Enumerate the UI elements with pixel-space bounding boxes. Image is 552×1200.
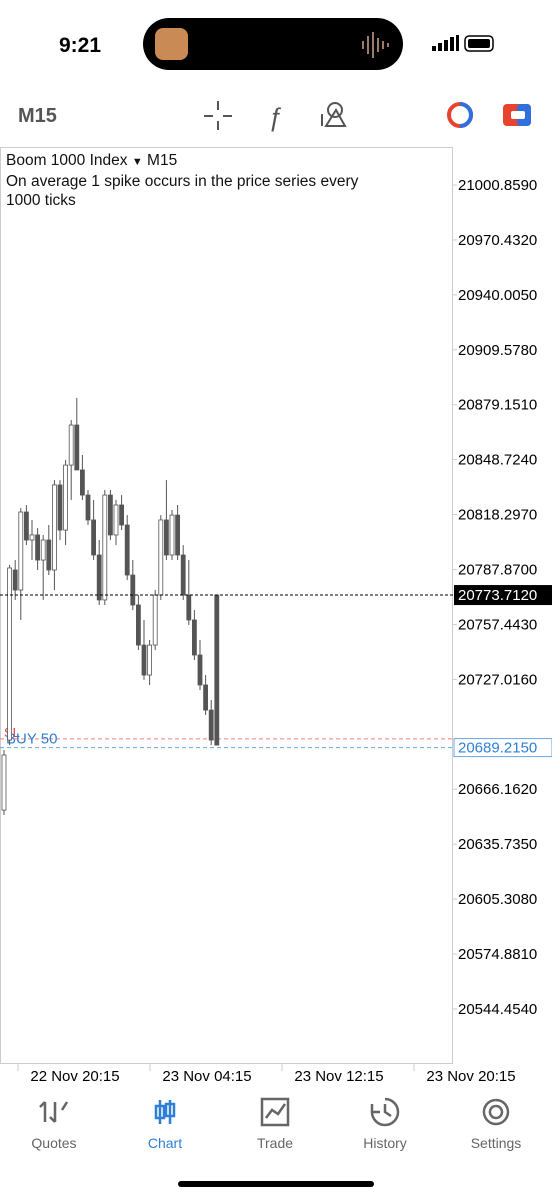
- candle-body: [35, 534, 40, 561]
- y-tick-label: 20848.7240: [458, 452, 537, 469]
- y-tick-label: 20909.5780: [458, 342, 537, 359]
- candle-body: [197, 654, 203, 686]
- candle-body: [63, 464, 68, 531]
- trade-toggle[interactable]: [447, 102, 473, 128]
- y-tick-label: 20787.8700: [458, 561, 537, 578]
- candle-body: [68, 424, 74, 466]
- position-price: 20689.2150: [458, 740, 537, 757]
- y-tick-label: 20574.8810: [458, 946, 537, 963]
- candle-body: [108, 494, 113, 536]
- candle-body: [208, 709, 214, 741]
- candle-body: [163, 519, 169, 556]
- candle-body: [52, 484, 57, 571]
- candle-body: [29, 534, 35, 541]
- battery: [464, 35, 494, 52]
- tab-label[interactable]: Trade: [257, 1135, 293, 1151]
- y-tick-label: 20940.0050: [458, 287, 537, 304]
- candle-body: [7, 567, 12, 741]
- signal-icon: [432, 35, 459, 51]
- candle-body: [147, 644, 153, 676]
- indicators-button[interactable]: ƒ: [268, 102, 282, 132]
- status-time: 9:21: [59, 34, 101, 57]
- symbol-dropdown[interactable]: ▼: [131, 156, 143, 168]
- one-click-trade[interactable]: [503, 104, 531, 126]
- candle-body: [130, 574, 136, 606]
- current-price: 20773.7120: [458, 587, 537, 604]
- timeframe-button[interactable]: M15: [18, 105, 57, 127]
- candle-body: [46, 539, 52, 571]
- y-tick-label: 20605.3080: [458, 891, 537, 908]
- candle-body: [57, 484, 63, 531]
- candle-body: [141, 644, 147, 676]
- tab-icon[interactable]: [39, 1101, 69, 1123]
- candle-body: [158, 519, 164, 596]
- current-price-box: [454, 585, 552, 606]
- candle-body: [191, 619, 197, 656]
- candle-body: [169, 514, 175, 556]
- position-price-box: [453, 738, 552, 758]
- chart-timeframe: M15: [147, 152, 178, 169]
- x-tick-label: 23 Nov 12:15: [294, 1068, 383, 1085]
- x-tick-label: 23 Nov 04:15: [162, 1068, 251, 1085]
- symbol: Boom 1000 Index: [6, 152, 128, 169]
- candle-body: [40, 539, 46, 561]
- candle-body: [175, 514, 181, 556]
- x-tick-label: 22 Nov 20:15: [30, 1068, 119, 1085]
- tab-icon[interactable]: [482, 1098, 510, 1126]
- candle-body: [96, 554, 102, 601]
- y-tick-label: 20544.4540: [458, 1001, 537, 1018]
- candle-body: [214, 594, 220, 746]
- candle-body: [23, 511, 29, 541]
- tab-label[interactable]: History: [363, 1135, 407, 1151]
- tab-icon[interactable]: [154, 1100, 176, 1124]
- tab-icon[interactable]: [260, 1097, 290, 1127]
- candle-body: [12, 569, 18, 591]
- y-tick-label: 20879.1510: [458, 397, 537, 414]
- now-playing-art: [155, 28, 188, 60]
- tab-icon[interactable]: [370, 1097, 400, 1127]
- candle-body: [74, 424, 80, 471]
- x-tick-label: 23 Nov 20:15: [426, 1068, 515, 1085]
- candle-body: [135, 604, 141, 646]
- candle-body: [180, 554, 186, 596]
- candle-body: [102, 494, 108, 601]
- home-indicator: [178, 1181, 374, 1187]
- candle-body: [186, 594, 192, 621]
- candle-body: [1, 754, 7, 811]
- candle-body: [119, 504, 124, 526]
- y-tick-label: 20666.1620: [458, 781, 537, 798]
- y-tick-label: 20818.2970: [458, 507, 537, 524]
- candle-body: [113, 504, 119, 536]
- plot-area: SLBUY 50: [0, 397, 552, 815]
- symbol-line: Boom 1000 Index ▼ M15: [6, 151, 406, 172]
- candle-body: [203, 684, 209, 711]
- candle-body: [152, 594, 158, 646]
- y-tick-label: 20727.0160: [458, 671, 537, 688]
- chart-frame: [0, 147, 453, 1064]
- dynamic-island: [143, 18, 403, 70]
- battery-level: [468, 39, 490, 48]
- candle-body: [91, 519, 96, 556]
- candle-body: [85, 494, 91, 521]
- tab-label[interactable]: Settings: [471, 1135, 522, 1151]
- objects-button[interactable]: [321, 102, 347, 127]
- candle-body: [18, 511, 24, 591]
- y-tick-label: 20970.4320: [458, 232, 537, 249]
- audio-wave: [362, 32, 389, 58]
- crosshair-button[interactable]: [204, 101, 232, 130]
- y-tick-label: 21000.8590: [458, 177, 537, 194]
- chart-header: Boom 1000 Index ▼ M15 On average 1 spike…: [6, 151, 406, 210]
- symbol-description: On average 1 spike occurs in the price s…: [6, 173, 359, 209]
- y-tick-label: 20757.4430: [458, 616, 537, 633]
- position-label: BUY 50: [6, 731, 57, 748]
- tab-bar: Quotes Chart Trade History Settings: [31, 1097, 522, 1151]
- tab-label[interactable]: Chart: [148, 1135, 182, 1151]
- tab-label[interactable]: Quotes: [31, 1135, 76, 1151]
- y-tick-label: 20635.7350: [458, 836, 537, 853]
- candle-body: [124, 524, 130, 576]
- candle-body: [80, 469, 85, 496]
